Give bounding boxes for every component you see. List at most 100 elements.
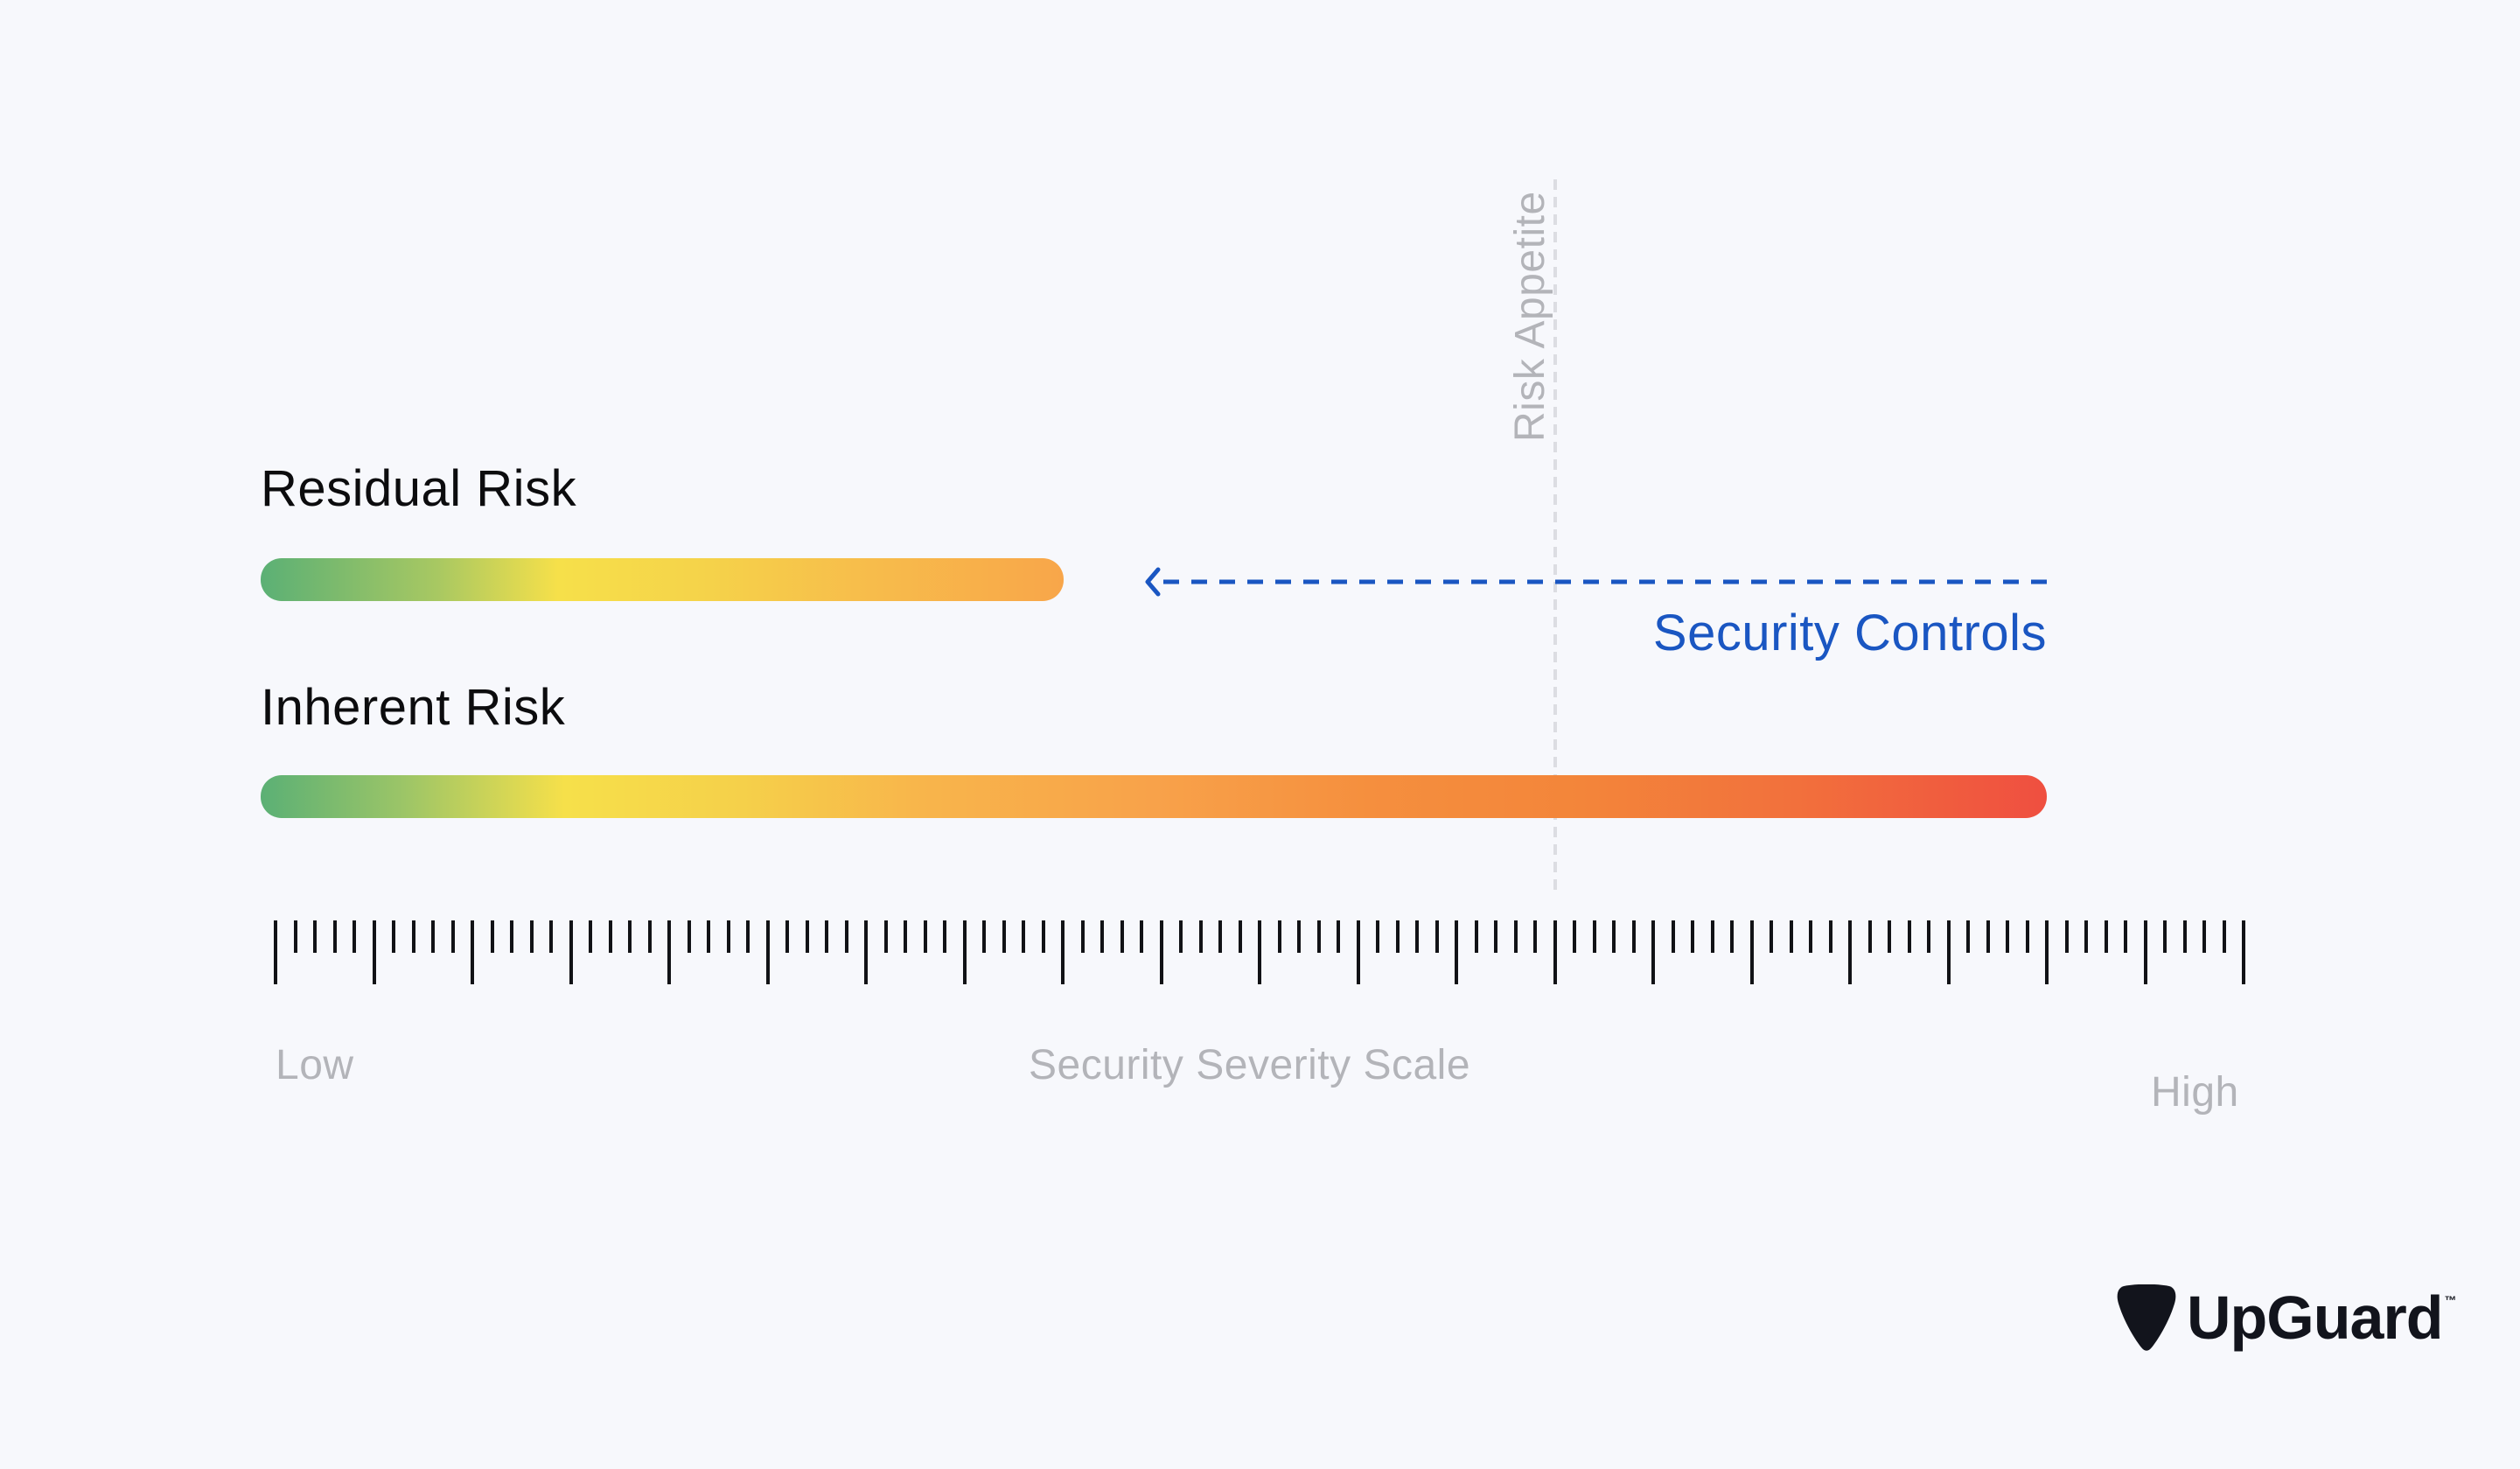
ruler-minor-tick — [1238, 920, 1242, 953]
ruler-minor-tick — [1041, 920, 1045, 953]
ruler-minor-tick — [726, 920, 730, 953]
ruler-minor-tick — [1376, 920, 1379, 953]
ruler-minor-tick — [1513, 920, 1518, 953]
ruler-minor-tick — [2222, 920, 2226, 953]
ruler-major-tick — [864, 920, 868, 984]
trademark-mark: ™ — [2444, 1293, 2457, 1307]
risk-appetite-line — [1553, 179, 1557, 890]
ruler-major-tick — [1651, 920, 1655, 984]
ruler-minor-tick — [1120, 920, 1124, 953]
ruler-minor-tick — [1415, 920, 1419, 953]
ruler-minor-tick — [825, 920, 828, 953]
ruler-minor-tick — [1867, 920, 1872, 953]
ruler-minor-tick — [2064, 920, 2069, 953]
ruler-minor-tick — [2006, 920, 2009, 953]
ruler-minor-tick — [1828, 920, 1832, 953]
ruler-minor-tick — [628, 920, 632, 953]
ruler-minor-tick — [1986, 920, 1990, 953]
ruler-minor-tick — [1927, 920, 1930, 953]
ruler-minor-tick — [2202, 920, 2206, 953]
ruler-minor-tick — [1494, 920, 1497, 953]
ruler-minor-tick — [687, 920, 691, 953]
residual-risk-bar — [261, 558, 1064, 601]
ruler-minor-tick — [1966, 920, 1970, 953]
ruler-minor-tick — [785, 920, 789, 953]
ruler-major-tick — [569, 920, 573, 984]
ruler-minor-tick — [1671, 920, 1675, 953]
ruler-minor-tick — [1277, 920, 1281, 953]
ruler-minor-tick — [608, 920, 612, 953]
ruler-minor-tick — [746, 920, 750, 953]
ruler-minor-tick — [923, 920, 927, 953]
ruler-minor-tick — [805, 920, 809, 953]
guitar-pick-shield-icon — [2117, 1284, 2176, 1351]
ruler-major-tick — [372, 920, 376, 984]
ruler-minor-tick — [2163, 920, 2167, 953]
ruler-minor-tick — [1612, 920, 1616, 953]
ruler-minor-tick — [1789, 920, 1793, 953]
ruler-minor-tick — [589, 920, 592, 953]
ruler-major-tick — [667, 920, 671, 984]
scale-title: Security Severity Scale — [1029, 1042, 1471, 1088]
ruler-major-tick — [1258, 920, 1261, 984]
ruler-major-tick — [1356, 920, 1360, 984]
ruler-minor-tick — [293, 920, 297, 953]
ruler-minor-tick — [844, 920, 848, 953]
ruler-minor-tick — [1002, 920, 1006, 953]
ruler-minor-tick — [392, 920, 395, 953]
ruler-minor-tick — [1730, 920, 1734, 953]
ruler-minor-tick — [1435, 920, 1439, 953]
ruler-minor-tick — [883, 920, 888, 953]
ruler-minor-tick — [431, 920, 435, 953]
upguard-logo: UpGuard ™ — [2117, 1283, 2456, 1353]
ruler-minor-tick — [647, 920, 652, 953]
ruler-minor-tick — [1337, 920, 1340, 953]
ruler-minor-tick — [2104, 920, 2108, 953]
ruler-minor-tick — [1316, 920, 1321, 953]
ruler-major-tick — [962, 920, 967, 984]
arrow-head-icon — [1145, 567, 1161, 597]
ruler-minor-tick — [982, 920, 986, 953]
brand-name: UpGuard — [2187, 1284, 2443, 1352]
inherent-risk-label: Inherent Risk — [261, 679, 566, 736]
ruler-minor-tick — [1888, 920, 1891, 953]
ruler-minor-tick — [2182, 920, 2187, 953]
ruler-major-tick — [2045, 920, 2049, 984]
ruler-minor-tick — [1179, 920, 1183, 953]
ruler-minor-tick — [313, 920, 317, 953]
ruler-major-tick — [1159, 920, 1163, 984]
ruler-minor-tick — [1592, 920, 1596, 953]
ruler-minor-tick — [1631, 920, 1636, 953]
scale-low-label: Low — [276, 1042, 354, 1088]
ruler-major-tick — [1455, 920, 1458, 984]
ruler-minor-tick — [490, 920, 494, 953]
ruler-minor-tick — [1573, 920, 1576, 953]
ruler-major-tick — [1061, 920, 1065, 984]
ruler-minor-tick — [1395, 920, 1400, 953]
ruler-minor-tick — [1770, 920, 1773, 953]
ruler-major-tick — [1749, 920, 1754, 984]
ruler-minor-tick — [943, 920, 946, 953]
ruler-major-tick — [2143, 920, 2147, 984]
ruler-minor-tick — [1297, 920, 1301, 953]
ruler-minor-tick — [411, 920, 415, 953]
ruler-minor-tick — [2084, 920, 2088, 953]
ruler-minor-tick — [1218, 920, 1222, 953]
ruler-minor-tick — [529, 920, 534, 953]
ruler-minor-tick — [1022, 920, 1025, 953]
ruler-major-tick — [1848, 920, 1852, 984]
scale-high-label: High — [2151, 1069, 2239, 1116]
ruler-major-tick — [1946, 920, 1951, 984]
ruler-major-tick — [2242, 920, 2245, 984]
security-controls-arrow — [1145, 567, 2049, 597]
ruler-minor-tick — [1809, 920, 1812, 953]
ruler-minor-tick — [1198, 920, 1203, 953]
inherent-risk-bar — [261, 775, 2047, 818]
ruler-minor-tick — [1907, 920, 1911, 953]
ruler-minor-tick — [450, 920, 455, 953]
ruler-major-tick — [274, 920, 277, 984]
ruler-minor-tick — [1533, 920, 1537, 953]
ruler-minor-tick — [510, 920, 513, 953]
ruler-minor-tick — [2124, 920, 2127, 953]
ruler-major-tick — [471, 920, 474, 984]
